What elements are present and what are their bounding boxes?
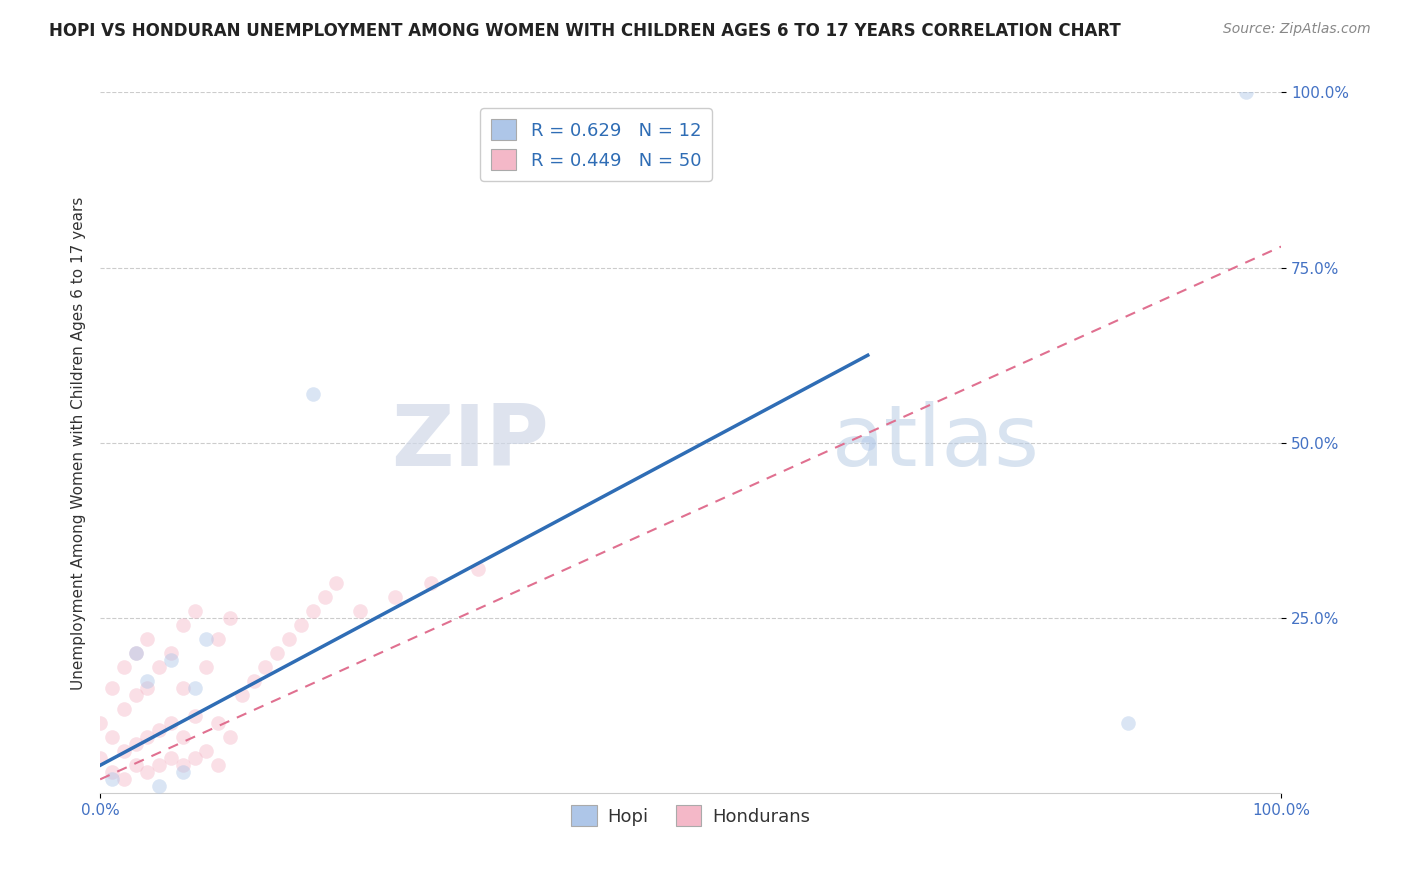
Point [254, 660, 277, 674]
Point [195, 744, 218, 758]
Point [219, 731, 242, 745]
Point [384, 590, 406, 604]
Point [172, 731, 194, 745]
Point [101, 772, 124, 787]
Point [136, 681, 159, 696]
Point [1234, 86, 1257, 100]
Point [101, 731, 124, 745]
Point [160, 716, 183, 731]
Point [856, 435, 879, 450]
Point [136, 731, 159, 745]
Point [195, 632, 218, 647]
Point [148, 723, 170, 738]
Point [207, 716, 229, 731]
Point [1116, 716, 1139, 731]
Point [301, 604, 323, 618]
Point [112, 772, 135, 787]
Point [112, 660, 135, 674]
Point [349, 604, 371, 618]
Legend: Hopi, Hondurans: Hopi, Hondurans [564, 798, 817, 833]
Text: ZIP: ZIP [391, 401, 548, 484]
Point [242, 674, 264, 689]
Point [89, 751, 111, 765]
Point [183, 681, 205, 696]
Point [183, 709, 205, 723]
Point [172, 765, 194, 780]
Point [148, 660, 170, 674]
Point [112, 744, 135, 758]
Point [89, 716, 111, 731]
Point [325, 576, 347, 591]
Point [101, 765, 124, 780]
Point [290, 618, 312, 632]
Point [160, 653, 183, 667]
Point [219, 611, 242, 625]
Point [124, 737, 146, 751]
Point [124, 646, 146, 660]
Point [207, 632, 229, 647]
Point [101, 681, 124, 696]
Point [467, 562, 489, 576]
Point [112, 702, 135, 716]
Point [183, 751, 205, 765]
Point [172, 618, 194, 632]
Point [148, 758, 170, 772]
Y-axis label: Unemployment Among Women with Children Ages 6 to 17 years: Unemployment Among Women with Children A… [72, 196, 86, 690]
Point [172, 681, 194, 696]
Text: atlas: atlas [832, 401, 1040, 484]
Point [195, 660, 218, 674]
Point [231, 688, 253, 702]
Point [124, 688, 146, 702]
Point [301, 386, 323, 401]
Point [148, 780, 170, 794]
Point [136, 632, 159, 647]
Point [266, 646, 288, 660]
Point [160, 646, 183, 660]
Point [136, 674, 159, 689]
Point [278, 632, 301, 647]
Point [314, 590, 336, 604]
Point [160, 751, 183, 765]
Point [124, 758, 146, 772]
Point [136, 765, 159, 780]
Text: Source: ZipAtlas.com: Source: ZipAtlas.com [1223, 22, 1371, 37]
Point [183, 604, 205, 618]
Point [207, 758, 229, 772]
Point [419, 576, 441, 591]
Point [172, 758, 194, 772]
Point [124, 646, 146, 660]
Text: HOPI VS HONDURAN UNEMPLOYMENT AMONG WOMEN WITH CHILDREN AGES 6 TO 17 YEARS CORRE: HOPI VS HONDURAN UNEMPLOYMENT AMONG WOME… [49, 22, 1121, 40]
